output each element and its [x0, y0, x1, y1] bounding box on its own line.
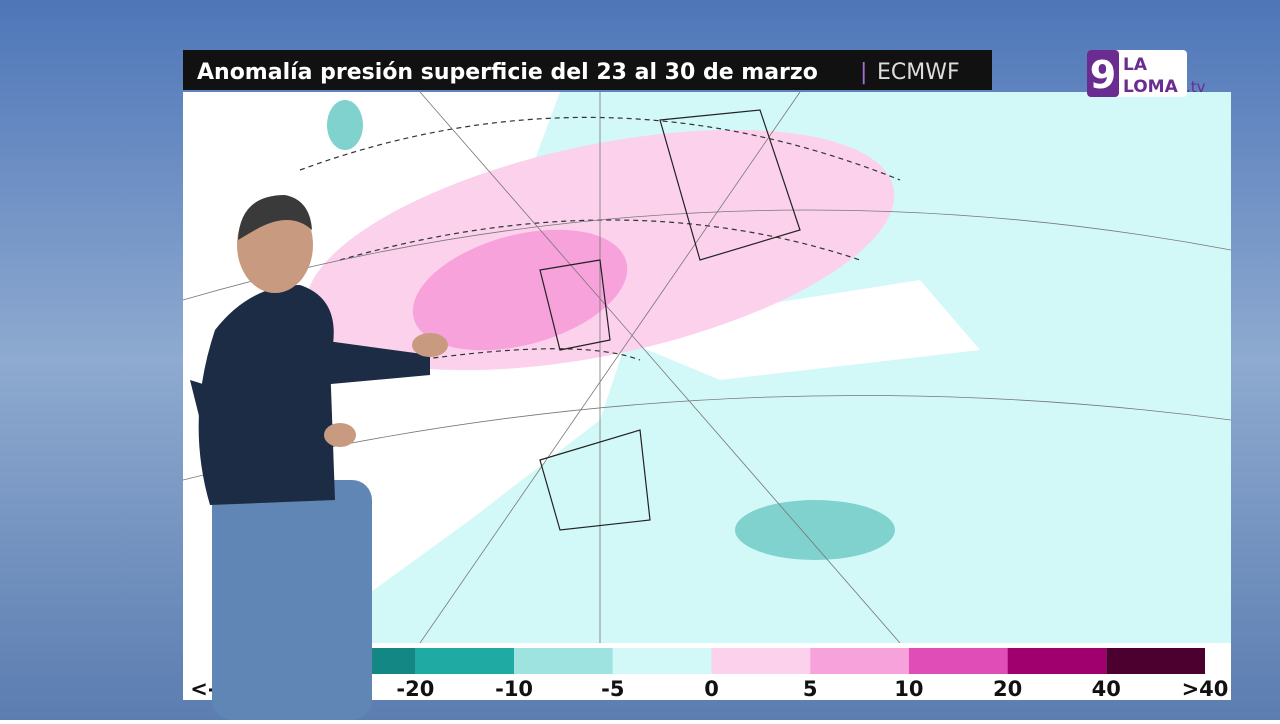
legend-swatch: [612, 648, 712, 674]
legend-swatch: [810, 648, 909, 674]
logo-suffix: .tv: [1186, 78, 1206, 96]
legend-label: -10: [495, 677, 533, 701]
presenter: [190, 195, 448, 720]
title: Anomalía presión superficie del 23 al 30…: [197, 60, 818, 85]
legend-label: -20: [396, 677, 434, 701]
legend-swatch: [711, 648, 811, 674]
logo-line1: LA: [1123, 55, 1148, 75]
legend-swatch: [514, 648, 613, 674]
source: ECMWF: [877, 60, 960, 85]
legend-label: >40: [1182, 677, 1229, 701]
legend-swatch: [1007, 648, 1107, 674]
logo-badge: [1087, 50, 1119, 97]
separator: |: [860, 60, 867, 85]
logo-number: 9: [1090, 53, 1116, 97]
title-bar: [183, 50, 992, 90]
legend-swatch: [908, 648, 1008, 674]
legend-label: 10: [894, 677, 923, 701]
legend-label: 40: [1092, 677, 1121, 701]
legend-label: 0: [704, 677, 719, 701]
legend-label: -5: [601, 677, 624, 701]
legend-label: 20: [993, 677, 1022, 701]
legend-label: 5: [803, 677, 818, 701]
logo: 9 LA LOMA .tv: [1087, 50, 1206, 97]
legend-swatch: [415, 648, 515, 674]
logo-line2: LOMA: [1123, 77, 1179, 97]
legend-swatch: [1106, 648, 1205, 674]
